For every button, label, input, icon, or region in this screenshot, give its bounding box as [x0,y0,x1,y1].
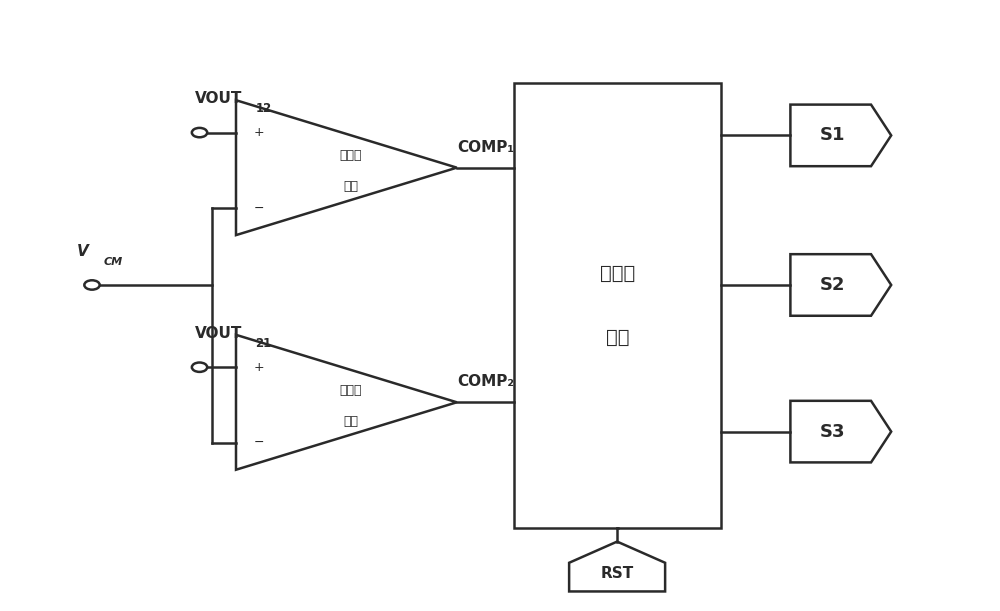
Text: 12: 12 [255,102,271,115]
Text: +: + [253,360,264,374]
Text: 21: 21 [255,337,271,349]
Bar [514,82,721,529]
Text: −: − [253,202,264,214]
Text: +: + [253,126,264,139]
Text: 制器: 制器 [606,328,629,347]
Text: COMP₁: COMP₁ [457,140,514,155]
Text: COMP₂: COMP₂ [457,375,514,389]
Text: CM: CM [104,257,123,268]
Text: 逻辑控: 逻辑控 [600,264,635,283]
Text: V: V [77,244,88,258]
Text: S3: S3 [820,423,845,441]
Text: −: − [253,436,264,449]
Text: 较器: 较器 [343,415,358,428]
Text: 第一比: 第一比 [340,149,362,162]
Text: 较器: 较器 [343,180,358,193]
Text: RST: RST [600,566,634,582]
Text: S2: S2 [820,276,845,294]
Text: VOUT: VOUT [195,326,242,341]
Text: VOUT: VOUT [195,91,242,106]
Text: 第二比: 第二比 [340,384,362,397]
Text: S1: S1 [820,126,845,144]
